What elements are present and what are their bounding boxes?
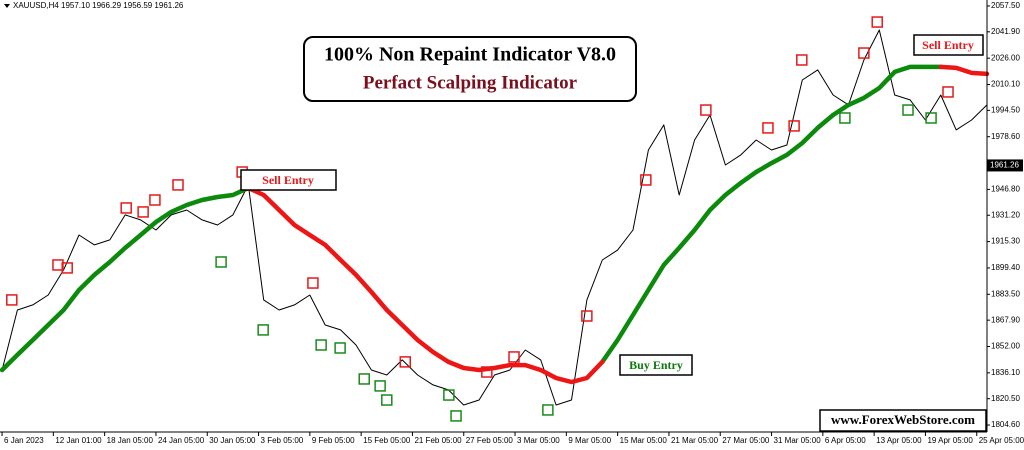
signal-marker — [358, 373, 370, 385]
signal-marker — [172, 179, 184, 191]
signal-marker — [61, 262, 73, 274]
x-tick-label: 25 Apr 05:00 — [979, 436, 1024, 445]
signal-marker — [120, 202, 132, 214]
chart-subtitle: Perfact Scalping Indicator — [363, 72, 578, 93]
signal-marker — [796, 54, 808, 66]
x-tick-label: 3 Mar 05:00 — [517, 436, 560, 445]
y-tick-label: 2026.00 — [991, 53, 1020, 62]
signal-marker — [399, 356, 412, 368]
signal-marker — [6, 294, 18, 306]
x-tick-label: 13 Apr 05:00 — [876, 436, 922, 445]
y-tick-label: 2057.50 — [991, 1, 1020, 10]
annotation-box — [913, 34, 984, 56]
signal-marker — [762, 122, 774, 134]
signal-marker — [925, 112, 937, 124]
watermark: www.ForexWebStore.com — [831, 412, 975, 427]
y-tick-label: 1820.50 — [991, 394, 1020, 403]
y-tick-label: 1899.40 — [991, 263, 1020, 272]
x-tick-label: 19 Apr 05:00 — [927, 436, 973, 445]
y-tick-label: 1978.60 — [991, 132, 1020, 141]
buy-entry-label: Buy Entry — [629, 358, 683, 372]
plot-area — [0, 16, 990, 422]
signal-marker — [334, 342, 346, 354]
signal-marker — [149, 194, 161, 206]
signal-marker — [137, 206, 149, 218]
annotation-box — [240, 169, 337, 191]
collapse-icon — [4, 4, 10, 8]
y-tick-label: 1946.80 — [991, 185, 1020, 194]
x-tick-label: 15 Mar 05:00 — [620, 436, 668, 445]
y-tick-label: 1852.00 — [991, 342, 1020, 351]
x-tick-label: 21 Mar 05:00 — [671, 436, 719, 445]
annotation-box — [619, 354, 693, 376]
indicator-line — [246, 64, 990, 385]
signal-marker — [788, 120, 800, 132]
x-tick-label: 9 Mar 05:00 — [568, 436, 611, 445]
y-tick-label: 1867.90 — [991, 315, 1020, 324]
signal-marker — [902, 104, 914, 116]
y-tick-label: 1836.10 — [991, 368, 1020, 377]
x-tick-label: 6 Jan 2023 — [4, 436, 44, 445]
y-tick-label: 2041.90 — [991, 27, 1020, 36]
signal-marker — [257, 324, 269, 336]
y-tick-label: 2010.10 — [991, 80, 1020, 89]
signal-marker — [450, 410, 462, 422]
signal-marker — [508, 351, 520, 363]
signal-marker — [307, 277, 319, 289]
sell-entry-label: Sell Entry — [922, 38, 974, 52]
price-line — [1, 29, 988, 406]
signal-marker — [871, 16, 883, 28]
x-tick-label: 27 Feb 05:00 — [466, 436, 514, 445]
signal-marker — [52, 259, 64, 271]
signal-marker — [315, 339, 327, 351]
y-tick-label: 1994.50 — [991, 105, 1020, 114]
x-tick-label: 9 Feb 05:00 — [312, 436, 355, 445]
x-tick-label: 30 Jan 05:00 — [209, 436, 256, 445]
signal-marker — [942, 86, 954, 98]
indicator-line — [0, 64, 944, 373]
chart-title: 100% Non Repaint Indicator V8.0 — [324, 44, 616, 66]
signal-marker — [858, 47, 870, 59]
signal-marker — [374, 380, 386, 392]
x-tick-label: 18 Jan 05:00 — [107, 436, 154, 445]
signal-marker — [839, 112, 851, 124]
y-tick-label: 1804.60 — [991, 420, 1020, 429]
signal-marker — [700, 104, 712, 116]
y-tick-label: 1883.50 — [991, 289, 1020, 298]
last-price-label: 1961.26 — [990, 161, 1019, 170]
title-box — [303, 36, 637, 102]
sell-entry-label: Sell Entry — [262, 173, 314, 187]
signal-marker — [443, 389, 455, 401]
x-tick-label: 24 Jan 05:00 — [158, 436, 205, 445]
y-tick-label: 1915.30 — [991, 237, 1020, 246]
signal-marker — [542, 404, 554, 416]
signal-marker — [581, 310, 593, 322]
signal-marker — [215, 256, 227, 268]
x-tick-label: 21 Feb 05:00 — [414, 436, 462, 445]
x-tick-label: 27 Mar 05:00 — [722, 436, 770, 445]
x-tick-label: 12 Jan 01:00 — [55, 436, 102, 445]
signal-marker — [381, 394, 393, 406]
watermark-box — [819, 409, 987, 432]
x-tick-label: 31 Mar 05:00 — [774, 436, 822, 445]
last-price-box — [987, 159, 1023, 172]
x-tick-label: 15 Feb 05:00 — [363, 436, 411, 445]
signal-marker — [640, 174, 652, 186]
x-tick-label: 6 Apr 05:00 — [825, 436, 866, 445]
y-tick-label: 1931.20 — [991, 210, 1020, 219]
signal-marker — [481, 366, 493, 378]
x-tick-label: 3 Feb 05:00 — [261, 436, 304, 445]
symbol-info: XAUUSD,H4 1957.10 1966.29 1956.59 1961.2… — [13, 1, 184, 10]
